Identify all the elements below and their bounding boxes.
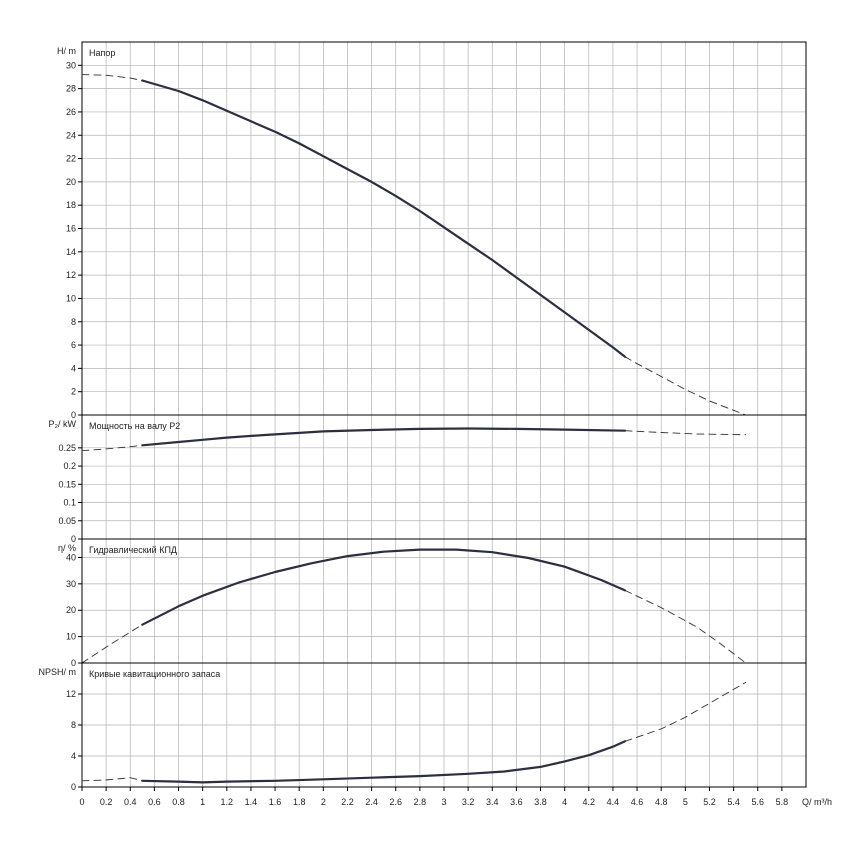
y-tick-label: 2 [71, 387, 76, 397]
x-tick-label: 4.6 [631, 797, 644, 807]
curve-solid [141, 427, 627, 447]
y-tick-label: 20 [66, 177, 76, 187]
x-axis-label: Q/ m³/h [802, 797, 832, 807]
x-tick-label: 2.8 [414, 797, 427, 807]
y-axis-label: η/ % [58, 543, 76, 553]
panel-npsh: 0 4 8 12 NPSH/ m Кривые кавитационного запаса [38, 662, 807, 792]
y-tick-label: 0.15 [58, 479, 76, 489]
x-tick-label: 2 [321, 797, 326, 807]
x-tick-label: 1.6 [269, 797, 282, 807]
x-tick-label: 0.6 [148, 797, 161, 807]
x-tick-label: 0.8 [172, 797, 185, 807]
y-tick-label: 0 [71, 410, 76, 420]
x-axis: 0 0.2 0.4 0.6 0.8 1 1.2 1.4 1.6 1.8 2 2.2 2.4 2.6 2.8 3… [79, 787, 832, 807]
y-tick-label: 10 [66, 293, 76, 303]
y-tick-label: 0 [71, 782, 76, 792]
x-tick-label: 5.4 [727, 797, 740, 807]
y-axis-label: NPSH/ m [38, 667, 76, 677]
y-tick-label: 0.25 [58, 443, 76, 453]
x-tick-label: 3.6 [510, 797, 523, 807]
x-tick-label: 1.2 [221, 797, 234, 807]
curve-extrapolated-dashed [624, 356, 747, 416]
y-tick-label: 26 [66, 107, 76, 117]
curve-extrapolated-dashed [81, 444, 143, 452]
y-tick-label: 0 [71, 534, 76, 544]
x-tick-label: 2.2 [341, 797, 354, 807]
x-tick-label: 4.2 [583, 797, 596, 807]
x-tick-label: 0.2 [100, 797, 113, 807]
curve-solid [141, 548, 627, 626]
x-tick-label: 3.8 [534, 797, 547, 807]
y-tick-label: 18 [66, 200, 76, 210]
curve-extrapolated-dashed [81, 74, 143, 81]
x-tick-label: 3 [441, 797, 446, 807]
panel-title: Напор [89, 48, 115, 58]
y-axis-label: H/ m [57, 46, 76, 56]
curve-solid [141, 79, 627, 358]
x-tick-label: 1.4 [245, 797, 258, 807]
x-tick-label: 1 [200, 797, 205, 807]
y-tick-label: 30 [66, 60, 76, 70]
x-tick-label: 0.4 [124, 797, 137, 807]
x-tick-label: 4 [562, 797, 567, 807]
curve-solid [141, 740, 627, 784]
y-tick-label: 30 [66, 579, 76, 589]
panel-efficiency: 0 10 20 30 40η/ % Гидравлический КПД [58, 538, 807, 668]
y-tick-label: 0 [71, 658, 76, 668]
y-tick-label: 4 [71, 751, 76, 761]
x-tick-label: 5.8 [776, 797, 789, 807]
curve-extrapolated-dashed [624, 589, 747, 664]
x-tick-label: 1.8 [293, 797, 306, 807]
panel-frame [81, 662, 807, 788]
x-tick-label: 0 [79, 797, 84, 807]
curve-extrapolated-dashed [81, 777, 143, 782]
x-tick-label: 5.6 [751, 797, 764, 807]
x-tick-label: 5.2 [703, 797, 716, 807]
x-tick-label: 4.4 [607, 797, 620, 807]
x-tick-label: 2.6 [389, 797, 402, 807]
curve-extrapolated-dashed [624, 430, 747, 436]
y-tick-label: 10 [66, 632, 76, 642]
y-tick-label: 20 [66, 605, 76, 615]
y-tick-label: 16 [66, 224, 76, 234]
y-tick-label: 22 [66, 154, 76, 164]
x-tick-label: 3.2 [462, 797, 475, 807]
x-tick-label: 5 [683, 797, 688, 807]
y-tick-label: 0.1 [63, 498, 76, 508]
y-tick-label: 24 [66, 130, 76, 140]
y-tick-label: 12 [66, 270, 76, 280]
y-tick-label: 0.05 [58, 516, 76, 526]
y-tick-label: 12 [66, 689, 76, 699]
curve-extrapolated-dashed [624, 681, 747, 742]
y-tick-label: 28 [66, 84, 76, 94]
panel-title: Мощность на валу P2 [89, 421, 180, 431]
y-tick-label: 6 [71, 340, 76, 350]
panel-power: 0 0.05 0.1 0.15 0.2 0.25 P₂/ kW Мощность на вал… [49, 414, 807, 544]
y-tick-label: 40 [66, 552, 76, 562]
y-tick-label: 4 [71, 363, 76, 373]
curve-extrapolated-dashed [81, 624, 143, 664]
panel-title: Гидравлический КПД [89, 545, 177, 555]
y-tick-label: 8 [71, 720, 76, 730]
x-tick-label: 3.4 [486, 797, 499, 807]
y-tick-label: 0.2 [63, 461, 76, 471]
panel-title: Кривые кавитационного запаса [89, 669, 220, 679]
y-tick-label: 8 [71, 317, 76, 327]
y-axis-label: P₂/ kW [49, 419, 77, 429]
x-tick-label: 4.8 [655, 797, 668, 807]
y-tick-label: 14 [66, 247, 76, 257]
x-tick-label: 2.4 [365, 797, 378, 807]
